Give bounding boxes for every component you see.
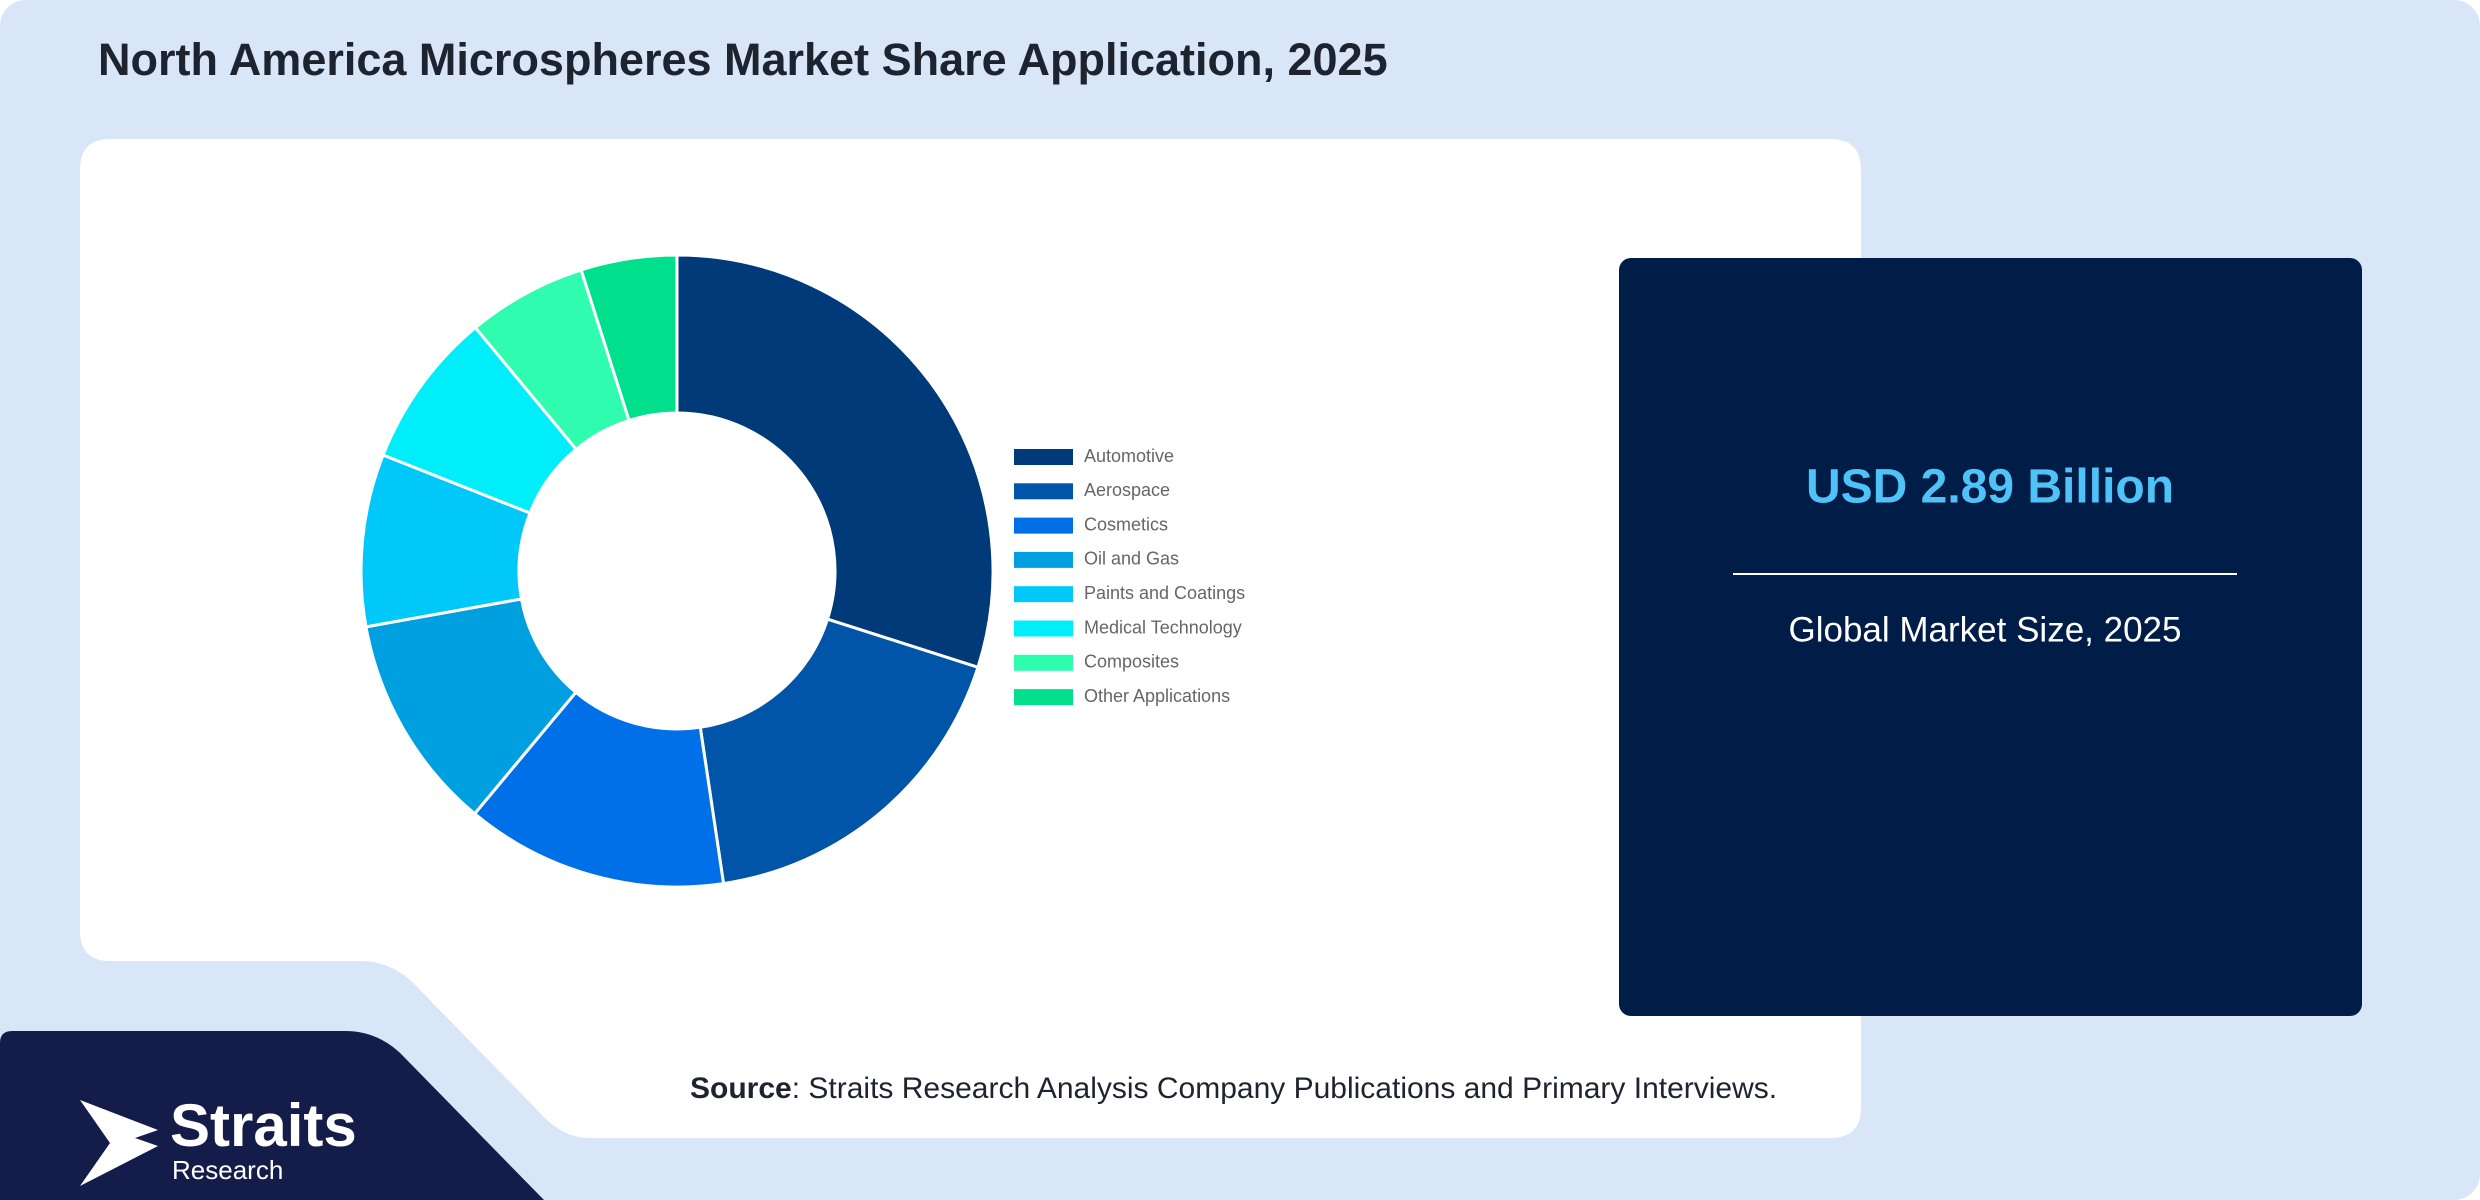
legend-swatch — [1014, 449, 1073, 465]
legend-swatch — [1014, 483, 1073, 500]
legend-swatch — [1014, 586, 1073, 603]
legend-swatch — [1014, 620, 1073, 637]
donut-slice — [675, 253, 995, 670]
legend-swatch — [1014, 517, 1073, 534]
legend-label: Aerospace — [1084, 480, 1170, 500]
logo-band — [0, 1031, 544, 1200]
legend-label: Oil and Gas — [1084, 549, 1179, 569]
donut-chart — [359, 253, 995, 889]
logo-name: Straits — [170, 1092, 357, 1159]
legend-label: Composites — [1084, 652, 1179, 672]
donut-slice — [698, 617, 980, 886]
legend-swatch — [1014, 654, 1073, 671]
page-title: North America Microspheres Market Share … — [98, 34, 1388, 85]
legend-label: Cosmetics — [1084, 514, 1168, 534]
source-text: : Straits Research Analysis Company Publ… — [792, 1072, 1777, 1105]
legend-label: Other Applications — [1084, 686, 1230, 706]
legend-swatch — [1014, 551, 1073, 568]
legend-swatch — [1014, 689, 1073, 706]
legend: Automotive Aerospace Cosmetics Oil and Gas P… — [1014, 446, 1245, 706]
source-label: Source — [690, 1072, 792, 1105]
source-note: Source: Straits Research Analysis Compan… — [690, 1072, 1777, 1105]
donut-slice — [579, 253, 679, 423]
market-value: USD 2.89 Billion — [1806, 461, 2174, 514]
legend-label: Automotive — [1084, 446, 1174, 466]
legend-label: Paints and Coatings — [1084, 583, 1245, 603]
logo-mark — [80, 1100, 158, 1186]
market-caption: Global Market Size, 2025 — [1789, 610, 2182, 649]
legend-label: Medical Technology — [1084, 617, 1242, 637]
market-panel — [1619, 258, 2362, 1016]
logo-sub: Research — [172, 1155, 283, 1185]
